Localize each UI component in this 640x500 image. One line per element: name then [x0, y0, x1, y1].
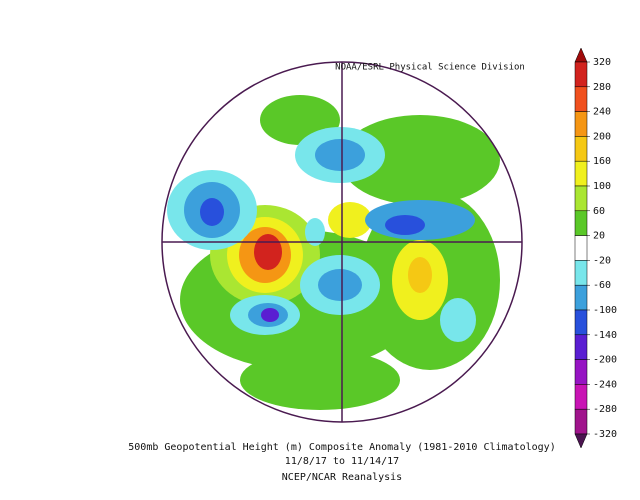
caption-title: 500mb Geopotential Height (m) Composite … [128, 442, 555, 453]
colorbar-segment [574, 408, 588, 435]
colorbar-segment [574, 111, 588, 137]
colorbar-label: -140 [593, 330, 617, 341]
colorbar-segment [574, 210, 588, 236]
colorbar-segment [574, 334, 588, 360]
colorbar-label: -60 [593, 280, 611, 291]
colorbar-arrow [574, 433, 588, 449]
colorbar-label: 280 [593, 82, 611, 93]
colorbar-segment [574, 260, 588, 286]
colorbar-label: -200 [593, 355, 617, 366]
colorbar-label: -20 [593, 255, 611, 266]
colorbar-segment [574, 309, 588, 336]
colorbar-label: 20 [593, 231, 605, 242]
colorbar-segment [574, 160, 588, 187]
caption-dates: 11/8/17 to 11/14/17 [285, 456, 399, 467]
colorbar-label: -320 [593, 429, 617, 440]
colorbar-label: 160 [593, 156, 611, 167]
colorbar-segment [574, 136, 588, 162]
colorbar-segment [574, 284, 588, 311]
colorbar-segment [574, 185, 588, 212]
colorbar-segment [574, 86, 588, 112]
colorbar: 320 280 240 200 160 100 60 20 -20 -60 -100 -140 -200… [574, 47, 617, 449]
colorbar-segment [574, 359, 588, 385]
colorbar-label: 240 [593, 107, 611, 118]
source-label: NOAA/ESRL Physical Science Division [335, 63, 525, 73]
colorbar-segment [574, 61, 588, 88]
colorbar-label: -100 [593, 305, 617, 316]
colorbar-segment [574, 384, 588, 410]
colorbar-label: 60 [593, 206, 605, 217]
colorbar-label: -280 [593, 404, 617, 415]
colorbar-arrow [574, 47, 588, 63]
anomaly-field [167, 95, 500, 410]
colorbar-label: -240 [593, 379, 617, 390]
colorbar-label: 200 [593, 131, 611, 142]
caption-source: NCEP/NCAR Reanalysis [282, 472, 402, 483]
colorbar-label: 100 [593, 181, 611, 192]
colorbar-label: 320 [593, 57, 611, 68]
colorbar-segment [574, 235, 588, 261]
